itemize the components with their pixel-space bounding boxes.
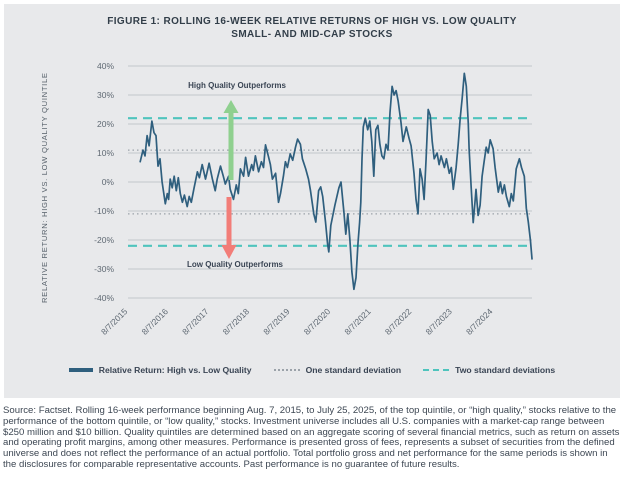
relative-return-series-line xyxy=(139,72,533,291)
high-quality-outperforms-label: High Quality Outperforms xyxy=(188,81,286,90)
y-tick-label: 20% xyxy=(97,119,114,129)
chart-area: 40% 30% 20% 10% 0% -10% -20% -30% -40% 8/7/2015 8/… xyxy=(4,50,620,362)
legend-item-relative-return: Relative Return: High vs. Low Quality xyxy=(68,365,252,375)
figure-title-line1: FIGURE 1: ROLLING 16-WEEK RELATIVE RETUR… xyxy=(107,16,517,27)
x-tick-label: 8/7/2015 xyxy=(99,306,130,337)
legend: Relative Return: High vs. Low Quality On… xyxy=(4,365,620,375)
x-tick-label: 8/7/2017 xyxy=(180,306,211,337)
dashed-line-swatch-icon xyxy=(423,369,450,371)
low-quality-down-arrow-icon xyxy=(221,197,237,259)
solid-line-swatch-icon xyxy=(68,368,93,372)
y-tick-label: -20% xyxy=(94,235,114,245)
high-quality-up-arrow-icon xyxy=(223,100,239,180)
x-tick-label: 8/7/2016 xyxy=(140,306,171,337)
legend-label: Two standard deviations xyxy=(455,365,556,375)
legend-label: One standard deviation xyxy=(305,365,402,375)
x-tick-label: 8/7/2018 xyxy=(221,306,252,337)
x-tick-label: 8/7/2019 xyxy=(261,306,292,337)
y-tick-label: 30% xyxy=(97,90,114,100)
x-tick-label: 8/7/2020 xyxy=(302,306,333,337)
legend-label: Relative Return: High vs. Low Quality xyxy=(98,365,252,375)
figure-panel: FIGURE 1: ROLLING 16-WEEK RELATIVE RETUR… xyxy=(4,4,620,398)
y-tick-label: -40% xyxy=(94,293,114,303)
low-quality-outperforms-label: Low Quality Outperforms xyxy=(186,260,284,269)
y-tick-label: -10% xyxy=(94,206,114,216)
source-footnote: Source: Factset. Rolling 16-week perform… xyxy=(3,405,620,470)
dotted-line-swatch-icon xyxy=(273,369,300,371)
series-layer xyxy=(139,72,533,291)
legend-item-two-std: Two standard deviations xyxy=(423,365,555,375)
x-tick-label: 8/7/2023 xyxy=(423,306,454,337)
figure-title: FIGURE 1: ROLLING 16-WEEK RELATIVE RETUR… xyxy=(4,16,620,41)
y-tick-label: 10% xyxy=(97,148,114,158)
x-tick-label: 8/7/2024 xyxy=(464,306,495,337)
y-tick-label: -30% xyxy=(94,264,114,274)
y-tick-label: 0% xyxy=(102,177,115,187)
x-tick-label: 8/7/2022 xyxy=(383,306,414,337)
relative-returns-line-chart: 40% 30% 20% 10% 0% -10% -20% -30% -40% 8/7/2015 8/… xyxy=(94,61,533,337)
x-tick-label: 8/7/2021 xyxy=(342,306,373,337)
figure-title-line2: SMALL- AND MID-CAP STOCKS xyxy=(231,28,393,40)
legend-item-one-std: One standard deviation xyxy=(273,365,402,375)
y-tick-label: 40% xyxy=(97,61,114,71)
